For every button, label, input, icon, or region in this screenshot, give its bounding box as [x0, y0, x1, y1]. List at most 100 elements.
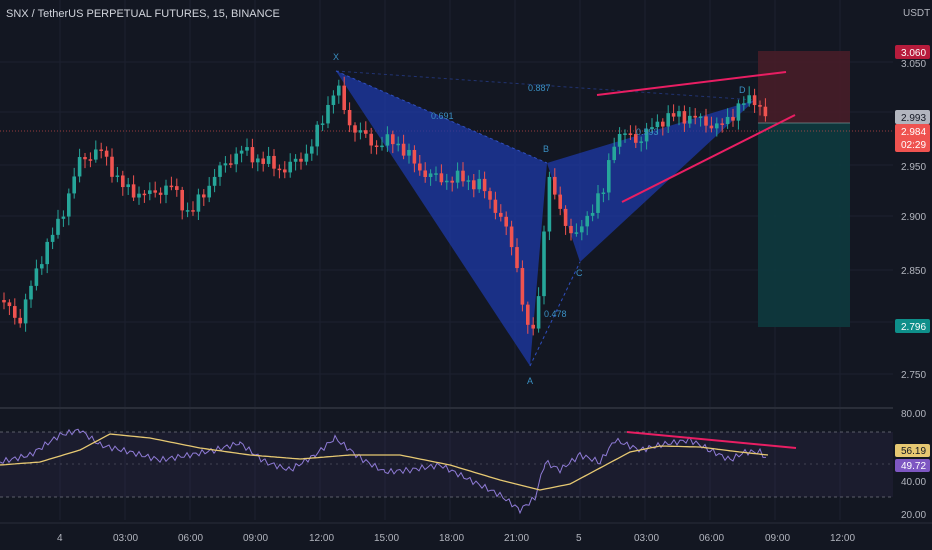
time-label: 09:00 — [243, 533, 268, 544]
candle-body — [61, 216, 66, 219]
candle-body — [229, 163, 233, 165]
candle-body — [396, 143, 400, 146]
rsi-tick: 80.00 — [901, 409, 926, 420]
candle-body — [666, 113, 670, 127]
pattern-ac-line — [529, 261, 581, 367]
rsi-pane[interactable] — [0, 428, 893, 515]
candle-body — [13, 306, 17, 318]
candle-body — [374, 145, 379, 148]
point-d-label: D — [739, 85, 746, 95]
candle-body — [380, 145, 384, 148]
candle-body — [531, 324, 535, 329]
chart-title[interactable]: SNX / TetherUS PERPETUAL FUTURES, 15, BI… — [6, 8, 280, 20]
stop-loss-zone[interactable] — [758, 51, 850, 123]
ratio-bd-label: 0.593 — [636, 127, 659, 137]
candle-body — [18, 317, 22, 324]
time-label: 4 — [57, 533, 63, 544]
candle-body — [407, 149, 411, 156]
rsi-ma-line[interactable] — [0, 433, 769, 491]
candle-body — [320, 123, 325, 125]
candle-body — [158, 192, 163, 195]
candle-body — [196, 194, 201, 212]
lower-trendline[interactable] — [621, 114, 796, 203]
candle-body — [623, 133, 627, 135]
rsi-value-tag — [895, 459, 930, 472]
time-label: 09:00 — [765, 533, 790, 544]
candle-body — [148, 190, 152, 194]
candle-body — [142, 193, 147, 196]
candle-body — [310, 146, 314, 154]
candle-body — [212, 176, 217, 186]
candle-body — [337, 85, 341, 96]
price-tick: 2.950 — [901, 162, 926, 173]
candle-body — [720, 123, 724, 125]
candle-body — [547, 176, 552, 232]
candle-body — [202, 194, 206, 198]
time-axis[interactable]: 4 03:00 06:00 09:00 12:00 15:00 18:00 21… — [0, 522, 932, 544]
time-label: 06:00 — [178, 533, 203, 544]
candle-body — [261, 158, 265, 164]
candle-body — [50, 234, 55, 242]
candle-body — [520, 268, 525, 305]
candle-body — [617, 134, 622, 147]
rsi-divergence-line[interactable] — [626, 431, 797, 449]
candle-body — [612, 146, 616, 161]
candle-body — [585, 215, 589, 227]
candle-body — [488, 191, 492, 200]
time-label: 18:00 — [439, 533, 464, 544]
candle-body — [650, 127, 654, 130]
time-label: 15:00 — [374, 533, 399, 544]
candle-body — [245, 147, 249, 151]
rsi-line[interactable] — [0, 428, 766, 515]
candle-body — [763, 106, 768, 117]
target-price-tag — [895, 319, 930, 333]
candle-body — [671, 113, 676, 117]
candle-body — [104, 150, 109, 157]
candle-body — [94, 149, 98, 160]
candle-body — [693, 115, 697, 118]
time-label: 12:00 — [830, 533, 855, 544]
candle-body — [283, 169, 287, 173]
candle-body — [207, 185, 211, 198]
last-price-value: 2.984 — [901, 127, 926, 138]
point-b-label: B — [543, 144, 549, 154]
candle-body — [526, 304, 530, 325]
time-label: 21:00 — [504, 533, 529, 544]
take-profit-zone[interactable] — [758, 123, 850, 327]
rsi-ma-tag — [895, 444, 930, 457]
candle-body — [477, 178, 481, 190]
candle-body — [239, 150, 244, 154]
candle-body — [418, 163, 422, 171]
candle-body — [709, 125, 714, 129]
candle-body — [412, 149, 417, 164]
candle-body — [2, 300, 6, 303]
candle-body — [369, 133, 373, 146]
candle-body — [472, 180, 476, 190]
candle-body — [115, 175, 120, 177]
rsi-tick: 40.00 — [901, 477, 926, 488]
candle-body — [758, 105, 762, 107]
candle-body — [45, 241, 49, 265]
candle-body — [682, 111, 687, 124]
candle-body — [83, 157, 87, 160]
candle-body — [126, 184, 130, 188]
pattern-xd-line — [335, 70, 756, 101]
upper-trendline[interactable] — [596, 71, 787, 96]
candle-body — [574, 232, 579, 234]
candle-body — [644, 129, 649, 142]
candle-body — [277, 168, 282, 171]
candle-body — [191, 210, 195, 212]
candle-body — [509, 226, 514, 248]
candle-body — [72, 176, 76, 194]
candle-body — [731, 116, 735, 121]
candle-body — [218, 165, 222, 177]
price-axis[interactable]: USDT 3.050 2.950 2.900 2.850 2.750 3.060… — [893, 0, 932, 521]
candle-body — [266, 155, 271, 164]
candle-body — [293, 158, 298, 162]
candlestick-series[interactable] — [2, 76, 768, 336]
candle-body — [661, 121, 665, 127]
rsi-tick: 20.00 — [901, 510, 926, 521]
candle-body — [299, 158, 303, 162]
candle-body — [288, 161, 292, 173]
